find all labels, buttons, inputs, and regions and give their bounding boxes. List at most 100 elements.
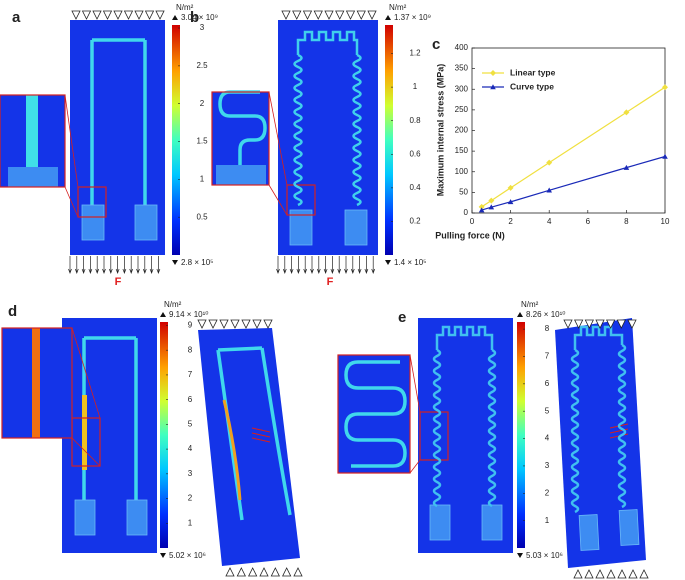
constraint-triangle (113, 10, 123, 20)
colorbar-tick-label: 5 (188, 419, 193, 428)
x-tick-label: 10 (661, 217, 670, 226)
constraint-triangle (335, 10, 345, 20)
colorbar-tick-label: 3 (188, 469, 193, 478)
constraint-triangle (292, 10, 302, 20)
constraint-triangle (270, 567, 280, 577)
inset-pad (216, 165, 266, 185)
constraint-triangle (324, 10, 334, 20)
serpentine-trace (570, 348, 580, 514)
constraint-triangle (606, 319, 616, 329)
constraint-triangle (606, 569, 616, 579)
force-arrow (115, 256, 120, 274)
constraint-triangle (230, 319, 240, 329)
constraint-triangle (248, 567, 258, 577)
constraint-triangle (134, 10, 144, 20)
x-tick-label: 6 (586, 217, 591, 226)
colorbar-tick-label: 2 (188, 494, 193, 503)
constraint-triangle (263, 319, 273, 329)
x-axis-label: Pulling force (N) (435, 230, 505, 240)
colorbar-unit: N/m² (521, 300, 539, 309)
force-arrow (156, 256, 161, 274)
serpentine-top (435, 325, 494, 350)
y-tick-label: 50 (459, 187, 468, 196)
x-tick-label: 0 (470, 217, 475, 226)
constraint-triangle (259, 567, 269, 577)
colorbar-tick-label: 0.2 (409, 217, 421, 226)
constraint-triangle (595, 569, 605, 579)
constraint-triangle (617, 569, 627, 579)
constraint-triangle (81, 10, 92, 20)
zoom-box (77, 186, 107, 218)
constraint-triangle (197, 319, 207, 329)
max-marker (172, 15, 178, 20)
min-marker (385, 260, 391, 265)
force-arrow (95, 256, 100, 274)
bent-body (198, 328, 300, 566)
y-axis-label: Maximum internal stress (MPa) (435, 64, 445, 197)
colorbar (172, 25, 180, 255)
pad (74, 499, 96, 536)
colorbar-tick-label: 2 (545, 488, 550, 497)
marker (623, 164, 630, 170)
zoom-box (286, 184, 316, 216)
serpentine-trace (352, 53, 362, 207)
pad (134, 204, 158, 241)
constraint-triangle (628, 569, 638, 579)
colorbar (160, 322, 168, 548)
colorbar (517, 322, 525, 548)
colorbar-unit: N/m² (176, 3, 194, 12)
pad (81, 204, 105, 241)
simulation-drawings (0, 10, 649, 579)
panel-label: a (12, 9, 21, 26)
constraint-triangle (595, 319, 605, 329)
inset-frame (337, 354, 411, 474)
force-arrow (364, 256, 369, 274)
force-arrow (296, 256, 301, 274)
constraint-triangle (573, 569, 583, 579)
serpentine-trace (432, 348, 442, 508)
force-arrow (371, 256, 376, 274)
y-tick-label: 350 (455, 64, 469, 73)
colorbar-tick-label: 1 (188, 518, 193, 527)
marker (488, 197, 495, 204)
legend-label: Linear type (510, 67, 556, 77)
pad (344, 209, 368, 246)
force-arrow (136, 256, 140, 274)
colorbar-max: 3.04 × 10⁹ (181, 13, 218, 22)
colorbar-tick-label: 5 (545, 406, 550, 415)
zoom-line (71, 327, 101, 467)
constraint-triangle (563, 319, 573, 329)
colorbar-tick-label: 8 (188, 345, 193, 354)
constraint-triangle (356, 10, 366, 20)
marker (488, 204, 495, 210)
force-arrow (344, 256, 348, 274)
pad (481, 504, 503, 541)
inset-frame (0, 94, 66, 188)
serpentine-trace (487, 348, 497, 508)
constraint-triangle (345, 10, 356, 20)
constraint-triangle (241, 319, 251, 329)
force-label: F (327, 276, 334, 288)
colorbar-tick-label: 7 (545, 352, 550, 361)
y-tick-label: 0 (464, 208, 469, 217)
colorbar-tick-label: 9 (188, 321, 193, 330)
force-arrow (149, 256, 154, 274)
constraint-triangle (92, 10, 102, 20)
force-arrow (68, 256, 72, 274)
colorbar-min: 5.03 × 10⁶ (526, 551, 563, 560)
force-arrow (88, 256, 93, 274)
force-arrow (303, 256, 308, 274)
serpentine-top (573, 325, 624, 350)
serpentine-top (296, 30, 359, 55)
colorbar-tick-label: 3 (200, 23, 205, 32)
constraint-triangle (313, 10, 323, 20)
colorbar-tick-label: 0.8 (409, 116, 421, 125)
force-arrow (357, 256, 362, 274)
constraint-triangle (627, 319, 637, 329)
colorbar-tick-label: 6 (545, 379, 550, 388)
constraint-triangle (144, 10, 155, 20)
force-arrow (142, 256, 147, 274)
marker (478, 207, 485, 213)
force-arrow (81, 256, 86, 274)
